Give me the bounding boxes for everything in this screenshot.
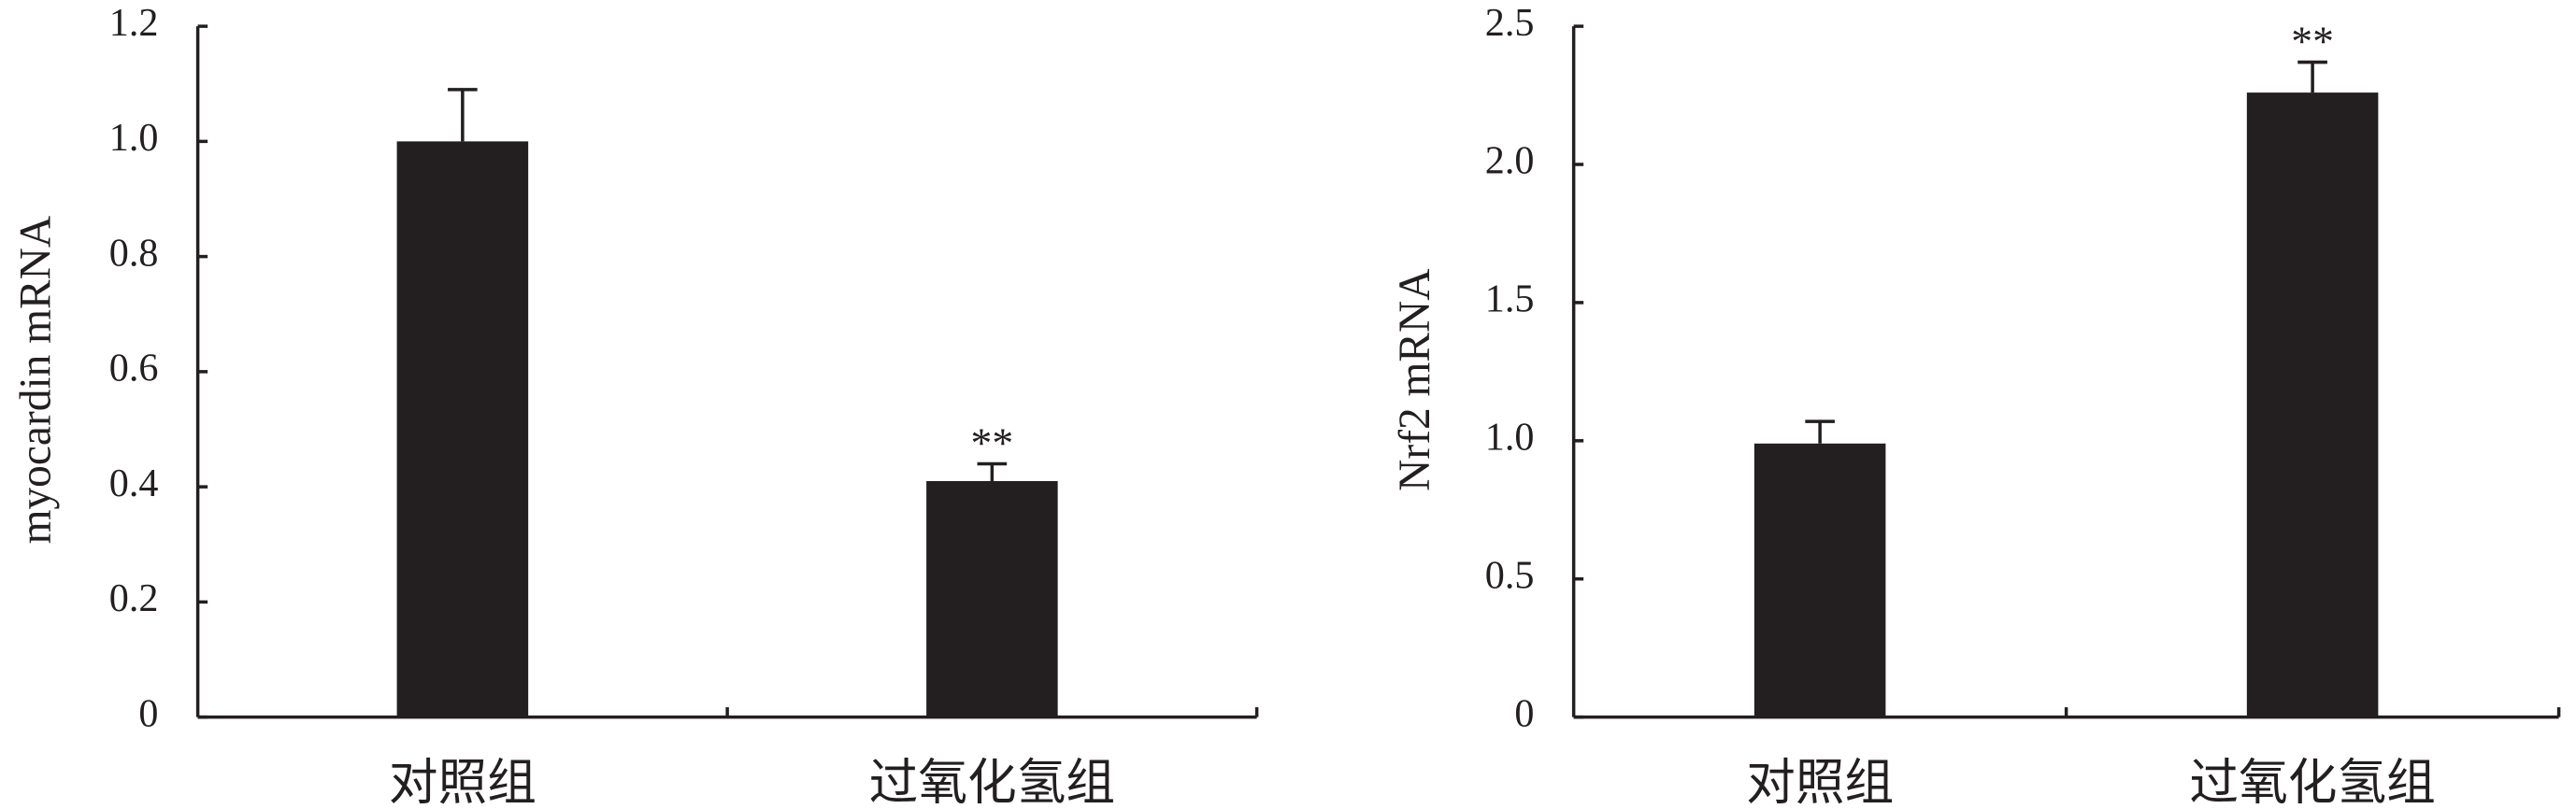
- y-axis-label: myocardin mRNA: [12, 216, 61, 545]
- y-tick-label: 0: [1514, 691, 1534, 735]
- y-tick-label: 2.0: [1485, 139, 1535, 183]
- y-tick-label: 0: [138, 691, 158, 735]
- y-tick-label: 1.0: [1485, 415, 1535, 459]
- y-tick-label: 0.8: [109, 231, 159, 275]
- bar: [396, 141, 529, 717]
- y-tick-label: 0.2: [109, 576, 159, 620]
- x-tick-label: 过氧化氢组: [869, 756, 1115, 809]
- y-tick-label: 0.6: [109, 347, 159, 390]
- bar: [1753, 443, 1886, 717]
- x-tick-label: 对照组: [1746, 756, 1894, 809]
- x-tick-label: 过氧化氢组: [2189, 756, 2435, 809]
- significance-label: **: [971, 419, 1014, 466]
- y-tick-label: 1.2: [109, 1, 159, 45]
- y-tick-label: 2.5: [1485, 1, 1535, 45]
- y-tick-label: 0.4: [109, 461, 159, 505]
- bar: [2246, 92, 2379, 717]
- bar: [926, 480, 1058, 717]
- y-axis-label: Nrf2 mRNA: [1391, 268, 1439, 490]
- x-tick-label: 对照组: [389, 756, 537, 809]
- y-tick-label: 1.0: [109, 116, 159, 160]
- significance-label: **: [2291, 18, 2334, 65]
- y-tick-label: 1.5: [1485, 277, 1535, 321]
- y-tick-label: 0.5: [1485, 553, 1535, 597]
